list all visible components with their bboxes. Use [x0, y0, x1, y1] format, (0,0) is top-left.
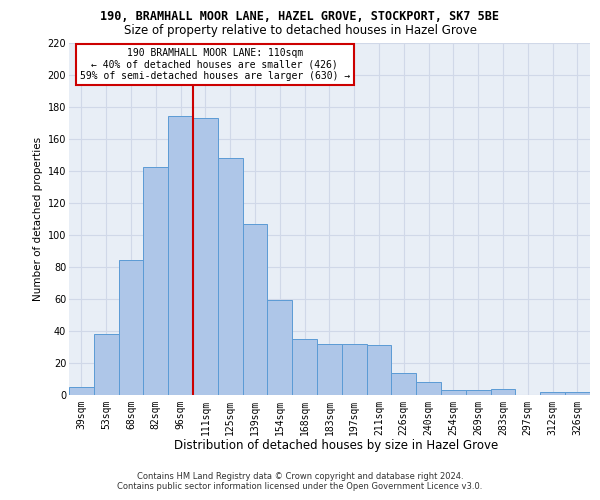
Bar [268, 300, 292, 395]
Text: Size of property relative to detached houses in Hazel Grove: Size of property relative to detached ho… [124, 24, 476, 37]
Bar [292, 339, 317, 395]
Bar [94, 334, 119, 395]
Bar [491, 388, 515, 395]
Text: Contains HM Land Registry data © Crown copyright and database right 2024.: Contains HM Land Registry data © Crown c… [137, 472, 463, 481]
Bar [367, 346, 391, 395]
Bar [342, 344, 367, 395]
Bar [242, 224, 268, 395]
Text: Distribution of detached houses by size in Hazel Grove: Distribution of detached houses by size … [174, 440, 498, 452]
Bar [540, 392, 565, 395]
Text: Contains public sector information licensed under the Open Government Licence v3: Contains public sector information licen… [118, 482, 482, 491]
Bar [69, 387, 94, 395]
Y-axis label: Number of detached properties: Number of detached properties [34, 136, 43, 301]
Bar [565, 392, 590, 395]
Text: 190 BRAMHALL MOOR LANE: 110sqm
← 40% of detached houses are smaller (426)
59% of: 190 BRAMHALL MOOR LANE: 110sqm ← 40% of … [80, 48, 350, 81]
Bar [416, 382, 441, 395]
Bar [317, 344, 342, 395]
Bar [143, 168, 168, 395]
Bar [119, 260, 143, 395]
Bar [168, 116, 193, 395]
Bar [466, 390, 491, 395]
Bar [218, 158, 242, 395]
Text: 190, BRAMHALL MOOR LANE, HAZEL GROVE, STOCKPORT, SK7 5BE: 190, BRAMHALL MOOR LANE, HAZEL GROVE, ST… [101, 10, 499, 23]
Bar [441, 390, 466, 395]
Bar [193, 118, 218, 395]
Bar [391, 372, 416, 395]
